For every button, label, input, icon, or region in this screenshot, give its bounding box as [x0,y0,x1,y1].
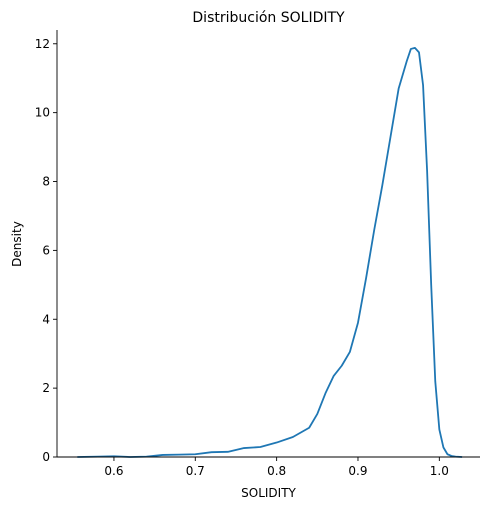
y-tick-label: 8 [42,175,50,189]
x-tick-label: 0.9 [348,464,367,478]
y-tick-label: 0 [42,450,50,464]
chart-title: Distribución SOLIDITY [192,10,345,26]
x-tick-label: 0.8 [267,464,286,478]
y-axis-label: Density [10,221,24,267]
y-tick-label: 12 [35,37,50,51]
plot-area: 0.6 0.7 0.8 0.9 1.0 0 2 4 6 8 10 12 [35,30,480,478]
x-axis-label: SOLIDITY [241,486,296,500]
density-line-0 [77,47,463,458]
x-tick-label: 1.0 [430,464,449,478]
x-tick-label: 0.7 [186,464,205,478]
y-tick-label: 10 [35,106,50,120]
y-tick-label: 4 [42,312,50,326]
x-tick-label: 0.6 [104,464,123,478]
y-tick-label: 2 [42,381,50,395]
y-tick-label: 6 [42,243,50,257]
